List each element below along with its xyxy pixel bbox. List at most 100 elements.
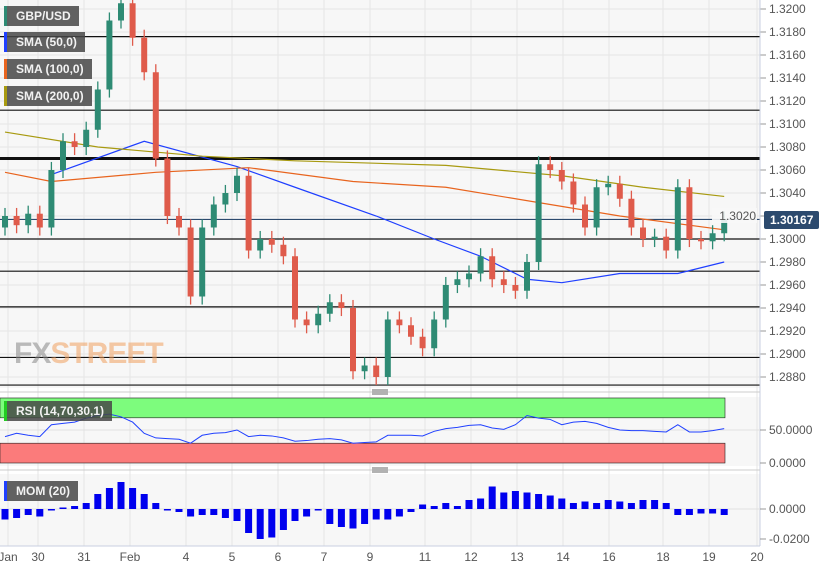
candle-down <box>686 187 693 239</box>
candle-down <box>663 236 670 251</box>
candle-up <box>315 313 322 326</box>
candle-down <box>164 158 171 216</box>
candle-up <box>431 319 438 349</box>
candle-up <box>721 219 728 234</box>
candle-up <box>2 216 8 228</box>
mom-bar <box>82 503 90 509</box>
legend-mom[interactable]: MOM (20) <box>4 481 78 501</box>
legend-rsi[interactable]: RSI (14,70,30,1) <box>4 401 113 421</box>
y-tick-label: 1.2920 <box>769 324 806 338</box>
mom-bar <box>337 509 345 527</box>
y-tick-label: 1.3020 <box>719 209 756 223</box>
mom-bar <box>523 492 531 509</box>
mom-bar <box>245 509 253 533</box>
mom-bar <box>233 509 241 521</box>
mom-bar <box>488 486 496 509</box>
candle-up <box>709 233 716 242</box>
legend-rsi-label: RSI (14,70,30,1) <box>16 404 105 418</box>
legend-sma200[interactable]: SMA (200,0) <box>4 86 92 106</box>
mom-bar <box>13 509 21 518</box>
candle-down <box>547 164 554 170</box>
rsi-oversold-zone <box>0 442 726 464</box>
candle-up <box>210 204 217 228</box>
mom-bar <box>685 509 693 515</box>
candle-up <box>466 273 472 280</box>
mom-bar <box>395 509 403 517</box>
y-tick-label: 1.3000 <box>769 232 806 246</box>
mom-bar <box>500 492 508 509</box>
mom-bar <box>407 509 415 512</box>
candle-up <box>651 236 658 239</box>
x-tick-label: 18 <box>656 550 670 564</box>
rsi-line <box>4 413 725 444</box>
candle-down <box>280 244 287 257</box>
y-tick-label: 1.3200 <box>769 2 806 16</box>
x-tick-label: 14 <box>556 550 570 564</box>
y-tick-label: 1.2940 <box>769 301 806 315</box>
mom-bar <box>453 506 461 509</box>
candle-up <box>361 365 368 372</box>
candle-down <box>71 141 78 147</box>
mom-bar <box>651 500 659 509</box>
mom-panel <box>0 474 760 546</box>
mom-bar <box>326 509 334 524</box>
legend-sma100[interactable]: SMA (100,0) <box>4 59 92 79</box>
mom-bar <box>639 500 647 509</box>
candle-up <box>593 187 600 228</box>
x-tick-label: 30 <box>31 550 45 564</box>
mom-bar <box>129 488 137 509</box>
mom-bar <box>697 509 705 514</box>
logo-street: STREET <box>50 337 163 370</box>
mom-bar <box>117 482 125 509</box>
candle-down <box>640 227 646 239</box>
candle-up <box>25 213 32 226</box>
mom-bar <box>349 509 357 529</box>
candle-down <box>570 181 577 205</box>
candle-up <box>326 302 333 314</box>
legend-symbol[interactable]: GBP/USD <box>4 6 79 26</box>
y-tick-label: 1.3100 <box>769 117 806 131</box>
mom-bar <box>268 509 276 538</box>
x-tick-label: 31 <box>77 550 91 564</box>
mom-bar <box>256 509 264 539</box>
mom-bar <box>59 507 67 509</box>
legend-sma50-label: SMA (50,0) <box>16 35 77 49</box>
mom-bar <box>71 506 79 509</box>
mom-bar <box>303 509 311 517</box>
mom-bar <box>662 503 670 509</box>
candle-up <box>222 193 229 205</box>
x-tick-label: 12 <box>464 550 478 564</box>
rsi-tick-label: 50.0000 <box>769 423 813 437</box>
mom-bar <box>291 509 299 521</box>
x-tick-label: Feb <box>120 550 141 564</box>
mom-bar <box>430 506 438 509</box>
candle-down <box>187 227 194 297</box>
mom-bar <box>616 501 624 509</box>
mom-bar <box>477 498 485 509</box>
x-tick-label: 19 <box>702 550 716 564</box>
y-tick-label: 1.3140 <box>769 71 806 85</box>
mom-bar <box>593 503 601 509</box>
candle-down <box>396 319 403 326</box>
mom-bar <box>140 494 148 509</box>
mom-bar <box>465 500 473 509</box>
mom-bar <box>546 495 554 509</box>
mom-bar <box>535 494 543 509</box>
candle-down <box>489 256 496 280</box>
y-tick-label: 1.2880 <box>769 370 806 384</box>
mom-bar <box>581 501 589 509</box>
candle-down <box>13 216 20 226</box>
legend-sma50[interactable]: SMA (50,0) <box>4 32 85 52</box>
mom-bar <box>627 503 635 509</box>
legend-symbol-label: GBP/USD <box>16 9 71 23</box>
mom-bar <box>175 509 183 512</box>
candle-down <box>141 37 148 73</box>
fxstreet-logo: FXSTREET <box>14 337 164 371</box>
mom-bar <box>372 509 380 520</box>
candle-down <box>268 239 275 245</box>
x-tick-label: 4 <box>183 550 190 564</box>
x-tick-label: 9 <box>367 550 374 564</box>
mom-bar <box>709 509 717 514</box>
mom-bar <box>198 509 206 515</box>
